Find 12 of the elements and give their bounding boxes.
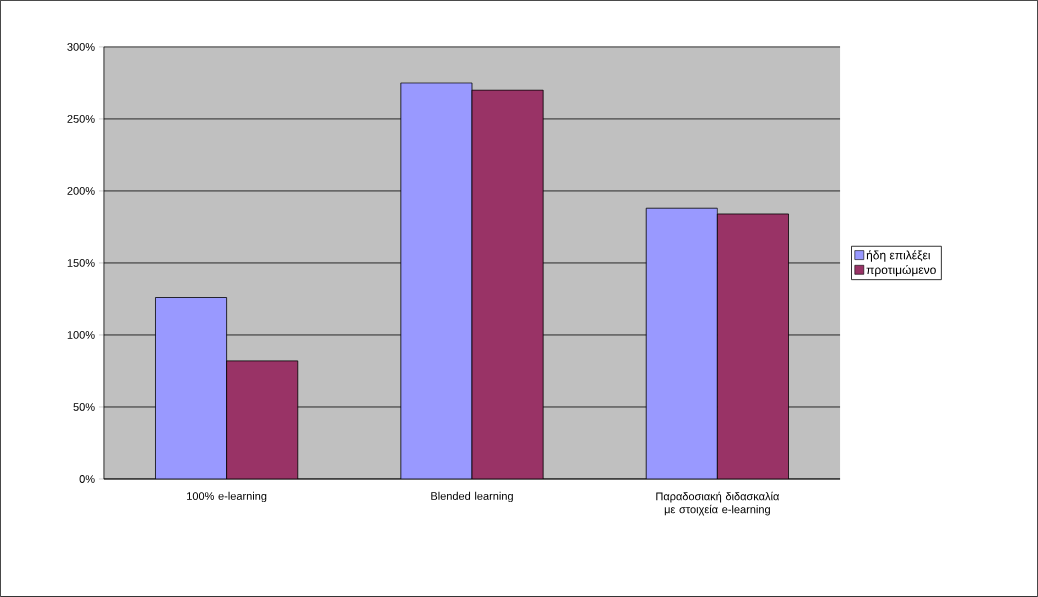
x-tick-label: 100% e-learning: [187, 491, 267, 503]
x-tick-label: Παραδοσιακή διδασκαλία με στοιχεία e-learning: [656, 491, 780, 516]
legend-label: προτιμώμενο: [866, 265, 936, 277]
y-tick-label: 150%: [67, 259, 95, 267]
x-tick-label: Blended learning: [431, 491, 513, 503]
legend-label: ήδη επιλέξει: [866, 250, 931, 262]
y-tick-label: 200%: [67, 187, 95, 195]
y-tick-label: 100%: [67, 331, 95, 339]
y-tick-label: 250%: [67, 115, 95, 123]
y-tick-label: 0%: [79, 475, 95, 483]
y-tick-label: 300%: [67, 43, 95, 51]
y-tick-label: 50%: [73, 403, 95, 411]
